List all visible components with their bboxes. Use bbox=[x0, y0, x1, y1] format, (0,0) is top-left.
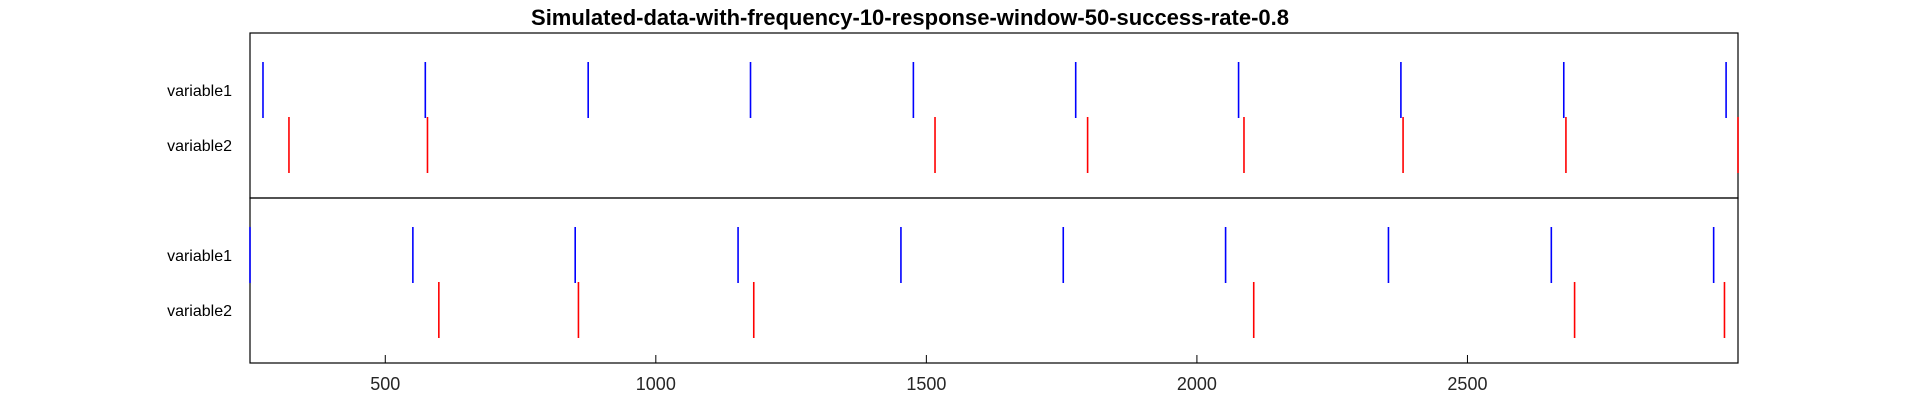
panel-1-label-variable1: variable1 bbox=[167, 83, 232, 100]
x-tick-label-4: 2500 bbox=[1447, 374, 1487, 394]
x-axis-ticks: 500 1000 1500 2000 2500 bbox=[370, 355, 1487, 394]
x-tick-label-1: 1000 bbox=[636, 374, 676, 394]
x-tick-label-2: 1500 bbox=[906, 374, 946, 394]
panel-2-label-variable1: variable1 bbox=[167, 248, 232, 265]
panel-1-label-variable2: variable2 bbox=[167, 138, 232, 155]
chart-title: Simulated-data-with-frequency-10-respons… bbox=[531, 5, 1289, 30]
panel-2: variable1 variable2 bbox=[167, 197, 1739, 364]
panel-2-label-variable2: variable2 bbox=[167, 303, 232, 320]
panels-layer: variable1 variable2 variable1 variable2 bbox=[167, 32, 1739, 364]
x-tick-label-0: 500 bbox=[370, 374, 400, 394]
panel-2-frame bbox=[249, 197, 1739, 364]
panel-1: variable1 variable2 bbox=[167, 32, 1739, 199]
x-tick-label-3: 2000 bbox=[1177, 374, 1217, 394]
panel-1-frame bbox=[249, 32, 1739, 199]
